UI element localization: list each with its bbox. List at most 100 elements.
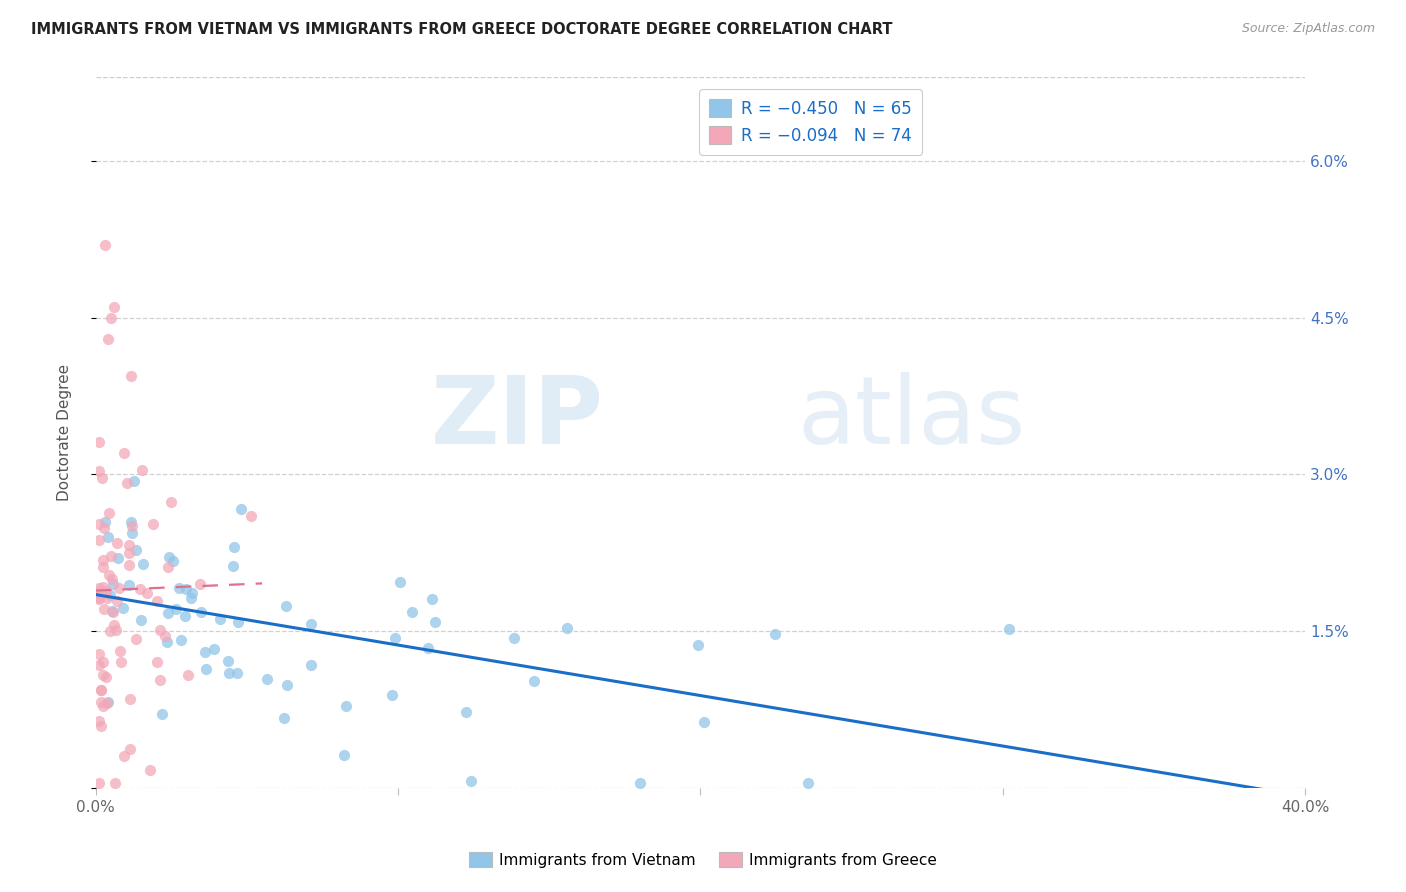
- Point: [156, 635, 179, 649]
- Point: [97, 332, 120, 346]
- Point: [91, 668, 114, 682]
- Point: [997, 622, 1019, 636]
- Point: [176, 582, 198, 596]
- Point: [333, 747, 356, 762]
- Point: [388, 574, 411, 589]
- Point: [97, 568, 120, 582]
- Point: [115, 476, 138, 491]
- Point: [87, 533, 110, 547]
- Point: [117, 546, 139, 560]
- Point: [157, 549, 180, 564]
- Point: [105, 623, 128, 637]
- Point: [180, 591, 202, 605]
- Point: [96, 591, 118, 606]
- Point: [256, 673, 278, 687]
- Point: [156, 606, 179, 620]
- Point: [101, 606, 124, 620]
- Point: [103, 617, 125, 632]
- Point: [218, 665, 240, 680]
- Point: [90, 695, 112, 709]
- Point: [139, 763, 162, 777]
- Point: [124, 632, 146, 646]
- Point: [87, 435, 110, 450]
- Point: [299, 617, 322, 632]
- Point: [110, 644, 132, 658]
- Point: [108, 581, 131, 595]
- Point: [118, 577, 141, 591]
- Point: [149, 673, 172, 687]
- Point: [90, 683, 112, 698]
- Point: [94, 583, 117, 598]
- Point: [401, 605, 423, 619]
- Point: [103, 300, 125, 314]
- Point: [159, 495, 181, 509]
- Point: [420, 591, 443, 606]
- Point: [87, 584, 110, 599]
- Point: [555, 621, 578, 635]
- Point: [87, 775, 110, 789]
- Point: [91, 655, 114, 669]
- Point: [239, 508, 262, 523]
- Point: [146, 593, 169, 607]
- Point: [91, 560, 114, 574]
- Point: [105, 536, 128, 550]
- Point: [177, 668, 200, 682]
- Point: [208, 612, 231, 626]
- Text: IMMIGRANTS FROM VIETNAM VS IMMIGRANTS FROM GREECE DOCTORATE DEGREE CORRELATION C: IMMIGRANTS FROM VIETNAM VS IMMIGRANTS FR…: [31, 22, 893, 37]
- Point: [107, 551, 129, 566]
- Text: Source: ZipAtlas.com: Source: ZipAtlas.com: [1241, 22, 1375, 36]
- Point: [98, 589, 121, 603]
- Point: [423, 615, 446, 629]
- Point: [112, 445, 135, 459]
- Text: ZIP: ZIP: [430, 372, 603, 465]
- Point: [796, 775, 818, 789]
- Point: [145, 655, 167, 669]
- Point: [118, 538, 141, 552]
- Point: [112, 601, 135, 615]
- Point: [110, 655, 132, 669]
- Point: [190, 605, 212, 619]
- Point: [98, 624, 121, 639]
- Point: [150, 707, 173, 722]
- Point: [460, 773, 482, 788]
- Point: [142, 516, 165, 531]
- Point: [222, 541, 245, 555]
- Point: [221, 558, 243, 573]
- Point: [87, 591, 110, 605]
- Point: [94, 237, 117, 252]
- Point: [101, 576, 124, 591]
- Point: [418, 640, 440, 655]
- Point: [523, 673, 546, 688]
- Point: [131, 463, 153, 477]
- Point: [763, 626, 786, 640]
- Point: [149, 623, 172, 637]
- Legend: Immigrants from Vietnam, Immigrants from Greece: Immigrants from Vietnam, Immigrants from…: [463, 846, 943, 873]
- Point: [87, 592, 110, 607]
- Point: [94, 671, 117, 685]
- Point: [97, 695, 120, 709]
- Point: [87, 714, 110, 728]
- Point: [87, 657, 110, 672]
- Y-axis label: Doctorate Degree: Doctorate Degree: [58, 364, 72, 501]
- Point: [93, 602, 115, 616]
- Point: [87, 581, 110, 595]
- Point: [121, 518, 143, 533]
- Point: [170, 632, 193, 647]
- Text: atlas: atlas: [797, 372, 1025, 465]
- Point: [91, 470, 114, 484]
- Point: [380, 688, 402, 702]
- Point: [87, 648, 110, 662]
- Point: [120, 742, 142, 756]
- Point: [162, 554, 184, 568]
- Point: [112, 749, 135, 764]
- Point: [117, 558, 139, 573]
- Point: [228, 615, 250, 629]
- Point: [195, 662, 218, 676]
- Point: [96, 697, 118, 711]
- Point: [124, 543, 146, 558]
- Point: [93, 521, 115, 535]
- Point: [231, 502, 253, 516]
- Point: [131, 558, 153, 572]
- Point: [384, 632, 406, 646]
- Point: [276, 678, 298, 692]
